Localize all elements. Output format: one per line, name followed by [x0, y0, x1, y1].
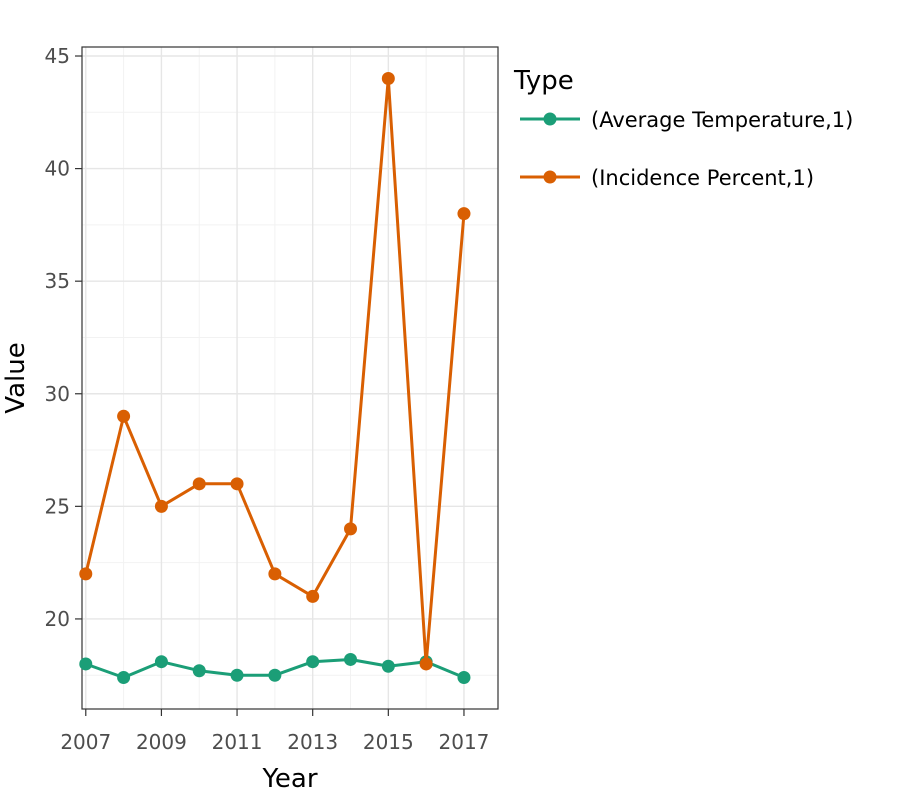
series-0-point — [117, 670, 131, 684]
series-1-point — [230, 477, 244, 491]
y-tick-label: 30 — [45, 382, 70, 406]
series-1-point — [268, 567, 282, 581]
x-tick-label: 2013 — [287, 730, 338, 754]
y-tick-label: 35 — [45, 269, 70, 293]
axis-ticks: 2007 2009 2011 2013 2015 2017 20 25 30 35 40 45 — [45, 44, 490, 754]
grid — [82, 47, 498, 709]
legend-label: (Average Temperature,1) — [591, 108, 853, 132]
x-tick-label: 2017 — [439, 730, 490, 754]
y-tick-label: 40 — [45, 157, 70, 181]
series-0-point — [306, 655, 320, 669]
series-1-point — [117, 409, 131, 423]
series-0-point — [457, 670, 471, 684]
series-0-point — [381, 659, 395, 673]
plot-panel-border — [81, 46, 499, 710]
series-0-point — [154, 655, 168, 669]
x-axis-title: Year — [261, 764, 317, 794]
legend-key-point — [543, 112, 557, 126]
x-tick-label: 2015 — [363, 730, 414, 754]
legend-label: (Incidence Percent,1) — [591, 166, 814, 190]
y-tick-label: 20 — [45, 607, 70, 631]
series-1-point — [419, 657, 433, 671]
x-tick-label: 2007 — [60, 730, 111, 754]
series-0-point — [192, 664, 206, 678]
legend-title: Type — [513, 66, 574, 96]
series-0-point — [344, 652, 358, 666]
legend-items: (Average Temperature,1) (Incidence Percen… — [520, 108, 853, 190]
series-1-point — [381, 72, 395, 86]
y-tick-label: 45 — [45, 44, 70, 68]
y-tick-label: 25 — [45, 494, 70, 518]
y-axis-title: Value — [1, 342, 31, 413]
legend-key-point — [543, 170, 557, 184]
series-0-point — [79, 657, 93, 671]
series-1-point — [154, 499, 168, 513]
legend: Type (Average Temperature,1) (Incidence P… — [513, 66, 853, 190]
series-1-point — [344, 522, 358, 536]
series-1-point — [457, 207, 471, 221]
x-tick-label: 2009 — [136, 730, 187, 754]
series-1-point — [192, 477, 206, 491]
series-0-point — [268, 668, 282, 682]
x-tick-label: 2011 — [212, 730, 263, 754]
series-0-point — [230, 668, 244, 682]
series-1-point — [306, 589, 320, 603]
series-1-point — [79, 567, 93, 581]
series-layer — [79, 72, 471, 684]
